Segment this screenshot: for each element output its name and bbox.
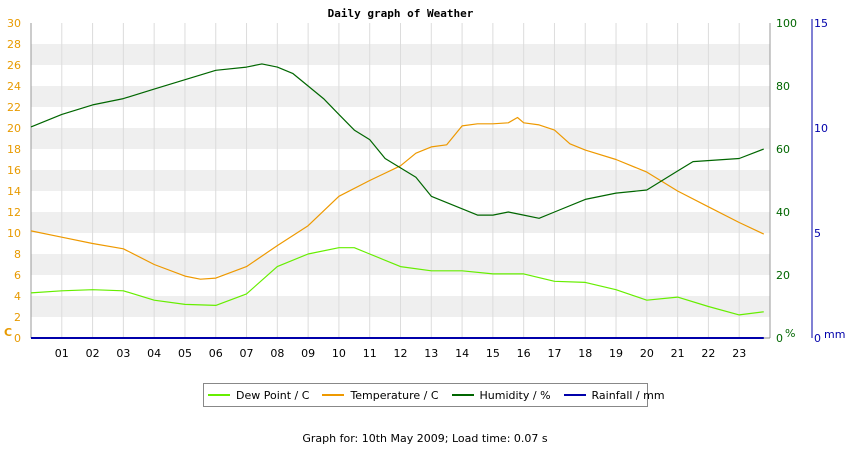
legend-item-temperature: Temperature / C xyxy=(322,388,439,402)
x-tick-label: 06 xyxy=(209,347,223,360)
left-tick-label: 26 xyxy=(7,59,21,72)
legend-label: Temperature / C xyxy=(350,388,439,402)
right-tick-label-humidity: 40 xyxy=(776,206,790,219)
right-tick-label-humidity: 60 xyxy=(776,143,790,156)
legend-label: Rainfall / mm xyxy=(591,388,665,402)
series-line-dew-point xyxy=(30,247,764,316)
x-tick-label: 13 xyxy=(424,347,438,360)
x-tick-label: 05 xyxy=(178,347,192,360)
x-tick-label: 07 xyxy=(240,347,254,360)
series-line-temperature xyxy=(30,116,765,280)
legend-swatch xyxy=(322,394,345,396)
right-tick-label-humidity: 20 xyxy=(776,269,790,282)
left-tick-label: 28 xyxy=(7,38,21,51)
x-tick-label: 17 xyxy=(547,347,561,360)
legend-swatch xyxy=(451,394,474,396)
x-tick-label: 20 xyxy=(640,347,654,360)
chart-title: Daily graph of Weather xyxy=(328,7,474,20)
x-tick-label: 14 xyxy=(455,347,469,360)
x-tick-label: 08 xyxy=(270,347,284,360)
left-tick-label: 4 xyxy=(14,290,21,303)
series-lines xyxy=(30,63,765,339)
x-tick-label: 19 xyxy=(609,347,623,360)
left-tick-label: 16 xyxy=(7,164,21,177)
right-tick-label-rainfall: 15 xyxy=(814,17,828,30)
footer-status: Graph for: 10th May 2009; Load time: 0.0… xyxy=(302,432,548,445)
left-tick-label: 20 xyxy=(7,122,21,135)
x-tick-label: 04 xyxy=(147,347,161,360)
legend-label: Dew Point / C xyxy=(236,388,310,402)
x-tick-label: 11 xyxy=(363,347,377,360)
left-tick-label: 6 xyxy=(14,269,21,282)
x-tick-label: 02 xyxy=(86,347,100,360)
x-tick-label: 16 xyxy=(517,347,531,360)
left-tick-label: 22 xyxy=(7,101,21,114)
legend-item-dew-point: Dew Point / C xyxy=(208,389,309,402)
left-tick-label: 18 xyxy=(7,143,21,156)
x-tick-label: 12 xyxy=(394,347,408,360)
series-line-humidity xyxy=(30,63,765,219)
left-tick-label: 2 xyxy=(14,311,21,324)
legend-swatch xyxy=(208,394,230,396)
right-axis-unit-humidity: % xyxy=(785,327,795,340)
x-tick-label: 21 xyxy=(671,347,685,360)
x-tick-label: 01 xyxy=(55,347,69,360)
x-tick-label: 18 xyxy=(578,347,592,360)
x-tick-label: 23 xyxy=(732,347,746,360)
left-tick-label: 10 xyxy=(7,227,21,240)
legend-swatch xyxy=(563,394,586,396)
x-tick-label: 22 xyxy=(701,347,715,360)
right-tick-label-humidity: 80 xyxy=(776,80,790,93)
x-tick-label: 09 xyxy=(301,347,315,360)
x-tick-label: 15 xyxy=(486,347,500,360)
x-tick-label: 03 xyxy=(116,347,130,360)
vertical-gridlines xyxy=(61,23,740,338)
legend-item-humidity: Humidity / % xyxy=(451,388,551,402)
legend-label: Humidity / % xyxy=(479,388,551,402)
right-tick-label-rainfall: 0 xyxy=(814,332,821,345)
right-tick-label-humidity: 100 xyxy=(776,17,797,30)
right-tick-label-rainfall: 5 xyxy=(814,227,821,240)
right-axis-unit-rainfall: mm xyxy=(824,328,845,341)
tick-labels: 0246810121416182022242628300204060801000… xyxy=(7,17,828,360)
legend-item-rainfall: Rainfall / mm xyxy=(563,388,665,402)
x-tick-label: 10 xyxy=(332,347,346,360)
left-tick-label: 24 xyxy=(7,80,21,93)
right-tick-label-rainfall: 10 xyxy=(814,122,828,135)
left-tick-label: 12 xyxy=(7,206,21,219)
left-tick-label: 0 xyxy=(14,332,21,345)
left-tick-label: 30 xyxy=(7,17,21,30)
left-tick-label: 14 xyxy=(7,185,21,198)
left-tick-label: 8 xyxy=(14,248,21,261)
right-tick-label-humidity: 0 xyxy=(776,332,783,345)
left-axis-unit: C xyxy=(4,326,12,339)
legend: Dew Point / C Temperature / C Humidity / %… xyxy=(203,383,665,407)
